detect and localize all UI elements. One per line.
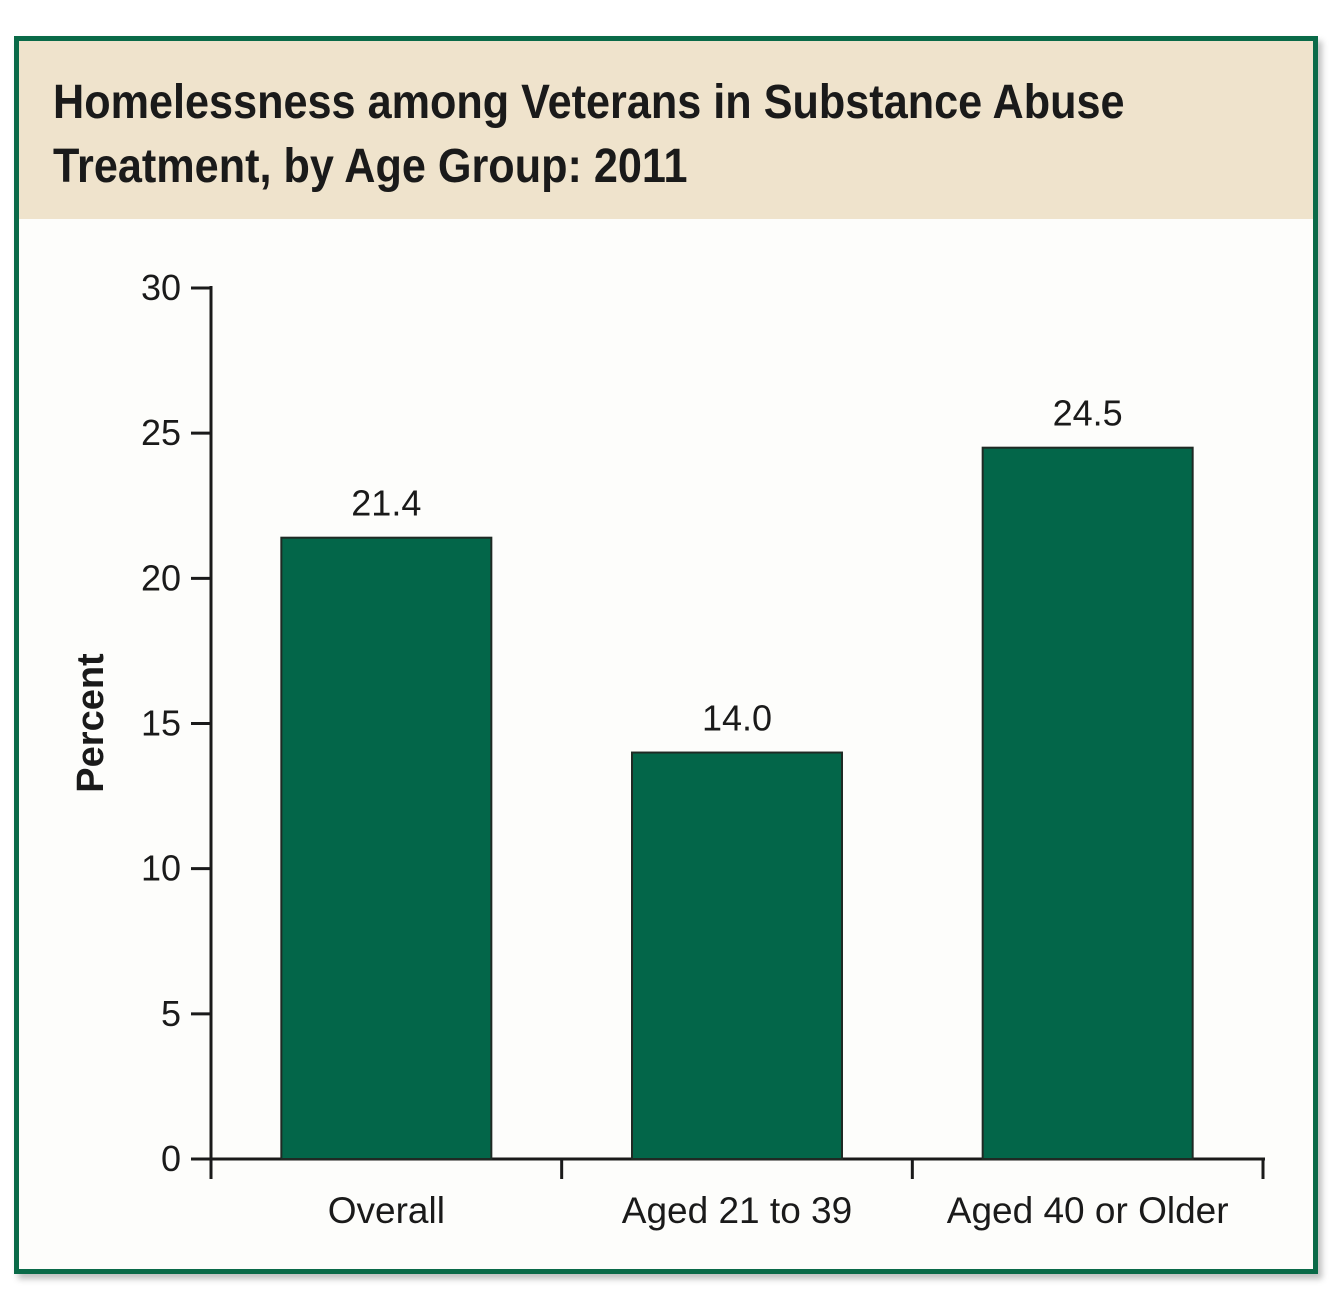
bar-value-label: 24.5 [1053, 393, 1123, 434]
y-axis-title: Percent [70, 653, 112, 793]
x-category-label: Overall [328, 1190, 445, 1231]
x-category-label: Aged 40 or Older [947, 1190, 1229, 1231]
bar-value-label: 14.0 [702, 698, 772, 739]
y-tick-label: 10 [141, 848, 181, 889]
y-tick-label: 30 [141, 267, 181, 308]
y-tick-label: 15 [141, 703, 181, 744]
y-tick-label: 5 [161, 993, 181, 1034]
chart-title: Homelessness among Veterans in Substance… [53, 76, 1125, 193]
x-category-label: Aged 21 to 39 [622, 1190, 852, 1231]
y-tick-label: 25 [141, 412, 181, 453]
bar-value-label: 21.4 [351, 483, 421, 524]
bar-aged-21-to-39 [631, 751, 843, 1160]
bar-aged-40-or-older [981, 446, 1194, 1160]
y-tick-label: 0 [161, 1138, 181, 1179]
y-tick-label: 20 [141, 557, 181, 598]
bar-overall [280, 536, 493, 1160]
chart-header: Homelessness among Veterans in Substance… [19, 41, 1313, 219]
